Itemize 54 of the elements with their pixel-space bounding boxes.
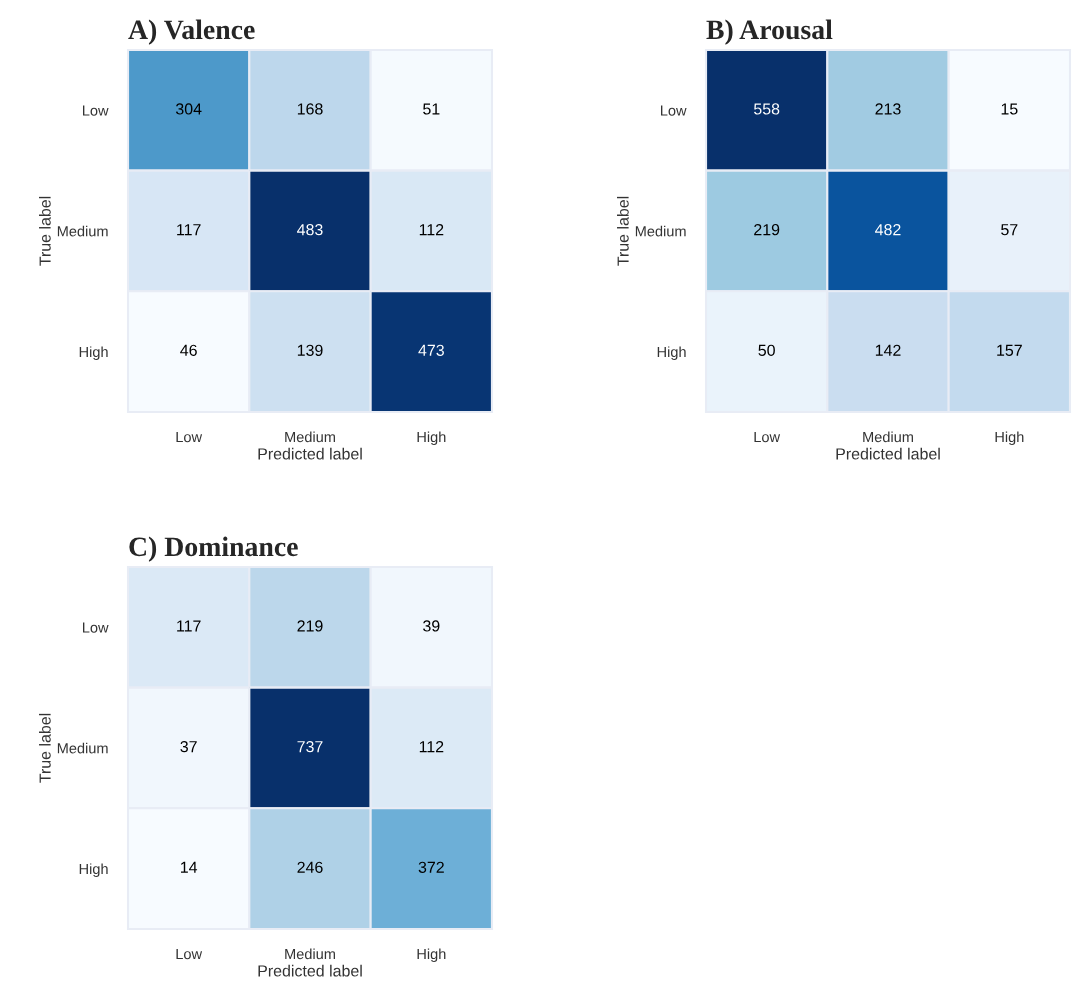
- data-label: 304: [175, 103, 202, 115]
- y-axis-title: True label: [617, 196, 629, 266]
- y-tick-label: Low: [83, 622, 109, 633]
- data-label: 57: [1001, 224, 1018, 236]
- data-label: 139: [297, 344, 323, 356]
- data-label: 168: [297, 103, 323, 115]
- data-label: 737: [297, 740, 323, 753]
- x-tick-label: Medium: [863, 431, 913, 443]
- data-label: 51: [423, 103, 440, 115]
- y-axis-title: True label: [39, 196, 51, 266]
- y-tick-label: Low: [83, 105, 109, 116]
- x-tick-label: High: [417, 431, 446, 446]
- data-label: 157: [997, 344, 1022, 356]
- y-tick-label: High: [79, 863, 108, 877]
- y-tick-label: Medium: [635, 225, 686, 237]
- data-label: 246: [297, 861, 323, 873]
- data-label: 558: [753, 103, 780, 115]
- data-label: 482: [875, 223, 901, 236]
- data-label: 15: [1001, 103, 1018, 115]
- x-axis-title: Predicted label: [258, 964, 362, 977]
- chart-title: B) Arousal: [706, 19, 833, 45]
- data-label: 46: [180, 344, 197, 356]
- y-tick-label: Low: [661, 105, 687, 116]
- data-label: 117: [177, 224, 201, 236]
- data-label: 39: [423, 620, 440, 632]
- x-tick-label: Low: [176, 948, 203, 960]
- x-tick-label: Low: [176, 431, 203, 443]
- data-label: 219: [297, 620, 323, 632]
- x-tick-label: Medium: [285, 431, 335, 443]
- y-tick-label: High: [657, 346, 686, 360]
- x-tick-label: High: [995, 431, 1024, 446]
- y-tick-label: Medium: [57, 742, 108, 754]
- y-tick-label: Medium: [57, 225, 108, 237]
- data-label: 14: [181, 861, 198, 873]
- x-tick-label: Medium: [285, 948, 335, 960]
- data-label: 372: [418, 861, 444, 873]
- x-axis-title: Predicted label: [836, 447, 940, 460]
- data-label: 112: [419, 740, 444, 753]
- data-label: 483: [297, 223, 323, 236]
- y-axis-title: True label: [39, 713, 51, 783]
- x-axis-title: Predicted label: [258, 447, 362, 460]
- chart-title: C) Dominance: [129, 536, 298, 562]
- data-label: 117: [177, 620, 201, 632]
- x-tick-label: Low: [754, 431, 781, 443]
- x-tick-label: High: [417, 948, 446, 963]
- data-label: 473: [418, 344, 444, 356]
- data-label: 142: [875, 344, 901, 356]
- data-label: 112: [419, 223, 444, 236]
- data-label: 213: [875, 103, 901, 115]
- data-label: 219: [754, 223, 780, 236]
- y-tick-label: High: [79, 346, 108, 360]
- chart-title: A) Valence: [128, 19, 255, 45]
- data-label: 50: [758, 344, 775, 356]
- data-label: 37: [180, 740, 197, 753]
